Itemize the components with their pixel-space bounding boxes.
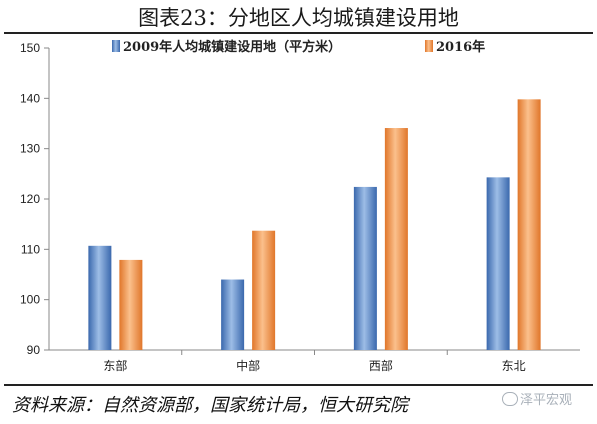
watermark: 泽平宏观 <box>502 389 572 408</box>
x-tick-label: 中部 <box>236 358 260 373</box>
figure-title: 图表23：分地区人均城镇建设用地 <box>138 6 459 30</box>
bar <box>119 259 143 350</box>
y-tick-label: 120 <box>20 192 40 206</box>
bar <box>353 186 377 350</box>
bar <box>88 245 112 350</box>
bar <box>517 99 541 350</box>
top-rule <box>4 32 593 34</box>
x-tick-label: 东部 <box>103 358 127 373</box>
y-tick-label: 130 <box>20 142 40 156</box>
legend-label: 2009年人均城镇建设用地（平方米） <box>123 39 341 55</box>
legend-swatch <box>112 40 120 52</box>
y-tick-label: 90 <box>27 343 41 357</box>
bottom-rule <box>4 384 593 386</box>
wechat-icon <box>502 392 518 406</box>
legend-label: 2016年 <box>436 39 485 55</box>
x-tick-label: 东北 <box>502 359 526 373</box>
y-tick-label: 100 <box>20 293 40 307</box>
bar <box>221 279 245 350</box>
y-tick-label: 150 <box>20 41 40 55</box>
source-note: 资料来源：自然资源部，国家统计局，恒大研究院 <box>12 395 408 416</box>
x-tick-label: 西部 <box>369 358 393 373</box>
y-tick-label: 110 <box>21 242 40 256</box>
bar-chart: 90 100 110 120 130 140 150 东部 中部 西部 东北 2009年人均城镇建设… <box>20 39 580 373</box>
y-tick-label: 140 <box>20 91 40 105</box>
bar <box>384 128 408 350</box>
bar <box>252 230 276 350</box>
bar <box>486 177 510 350</box>
watermark-text: 泽平宏观 <box>520 393 573 408</box>
legend-swatch <box>425 40 433 52</box>
